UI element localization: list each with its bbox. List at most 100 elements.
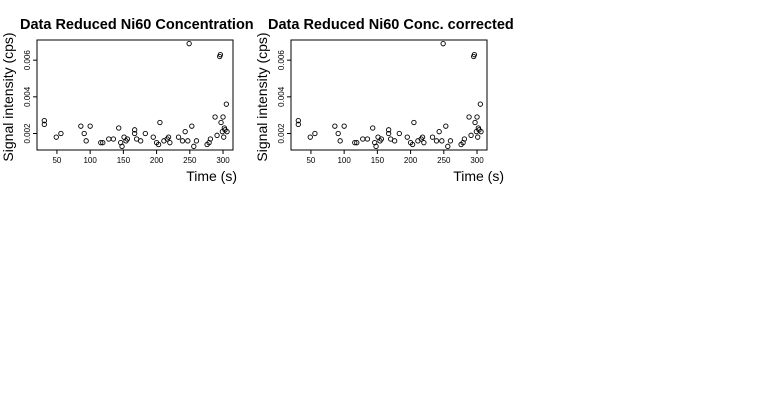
- y-tick-label: 0.004: [23, 86, 32, 107]
- data-point: [137, 138, 144, 144]
- data-point: [193, 138, 200, 144]
- y-axis-label: Signal intensity (cps): [0, 32, 16, 161]
- data-point: [142, 130, 148, 137]
- data-point: [421, 140, 427, 146]
- data-point: [185, 138, 191, 144]
- data-point: [373, 143, 379, 149]
- data-point: [165, 134, 172, 140]
- data-point: [433, 138, 440, 144]
- data-point: [167, 140, 173, 146]
- data-point: [189, 123, 195, 129]
- data-point: [295, 121, 301, 127]
- x-tick-label: 150: [117, 156, 131, 165]
- data-point: [53, 134, 59, 140]
- data-point: [295, 118, 301, 124]
- plot-frame: [290, 39, 488, 151]
- data-point: [132, 127, 138, 133]
- data-point: [78, 123, 84, 129]
- data-point: [124, 136, 131, 142]
- data-point: [386, 127, 392, 133]
- data-point: [224, 129, 230, 135]
- data-point: [475, 134, 481, 140]
- data-point: [409, 141, 416, 148]
- axis-ticks: 50 100 150 200 250 300 0.002 0.004 0.006: [277, 50, 484, 165]
- data-points: [295, 41, 484, 149]
- data-point: [445, 143, 451, 149]
- data-point: [312, 130, 318, 137]
- scatter-plot-corrected: Data Reduced Ni60 Conc. corrected Time (…: [254, 17, 514, 184]
- data-point: [360, 136, 366, 142]
- data-point: [100, 140, 106, 146]
- data-point: [354, 140, 360, 146]
- scatter-plot-concentration: Data Reduced Ni60 Concentration Time (s)…: [0, 17, 254, 184]
- data-point: [186, 41, 192, 47]
- data-point: [132, 130, 138, 137]
- data-point: [155, 141, 162, 148]
- x-tick-label: 250: [437, 156, 451, 165]
- data-point: [220, 114, 226, 120]
- data-point: [439, 138, 445, 144]
- data-point: [341, 123, 347, 129]
- data-point: [58, 130, 64, 137]
- y-tick-label: 0.006: [23, 50, 32, 71]
- data-point: [41, 118, 47, 124]
- x-tick-label: 100: [337, 156, 351, 165]
- data-point: [83, 138, 89, 144]
- data-point: [396, 130, 402, 137]
- data-point: [207, 136, 214, 142]
- plot-frame: [36, 39, 234, 151]
- chart-panel-corrected: Data Reduced Ni60 Conc. corrected Time (…: [254, 0, 514, 190]
- data-point: [191, 143, 197, 149]
- chart-title: Data Reduced Ni60 Concentration: [20, 17, 254, 33]
- data-point: [478, 129, 484, 135]
- data-point: [98, 140, 104, 146]
- data-point: [81, 130, 87, 137]
- data-point: [378, 136, 385, 142]
- x-tick-label: 50: [306, 156, 315, 165]
- data-point: [443, 123, 449, 129]
- data-point: [307, 134, 313, 140]
- data-point: [175, 134, 182, 140]
- data-point: [212, 114, 218, 120]
- x-tick-label: 300: [470, 156, 484, 165]
- x-tick-label: 300: [216, 156, 230, 165]
- data-point: [337, 138, 343, 144]
- data-point: [471, 52, 478, 58]
- data-point: [474, 114, 480, 120]
- data-point: [419, 134, 426, 140]
- x-tick-label: 100: [83, 156, 97, 165]
- x-tick-label: 50: [52, 156, 61, 165]
- data-point: [370, 125, 376, 131]
- data-point: [391, 138, 398, 144]
- data-point: [87, 123, 93, 129]
- data-point: [352, 140, 358, 146]
- data-point: [386, 130, 392, 137]
- data-point: [472, 119, 478, 126]
- data-point: [182, 129, 188, 135]
- data-point: [179, 138, 186, 144]
- y-tick-label: 0.002: [277, 123, 286, 144]
- data-point: [221, 134, 227, 140]
- data-point: [157, 119, 163, 126]
- data-point: [404, 134, 410, 140]
- data-point: [429, 134, 436, 140]
- data-point: [41, 121, 47, 127]
- data-point: [217, 52, 224, 58]
- data-point: [116, 125, 122, 131]
- axis-ticks: 50 100 150 200 250 300 0.002 0.004 0.006: [23, 50, 230, 165]
- x-tick-label: 150: [371, 156, 385, 165]
- chart-title: Data Reduced Ni60 Conc. corrected: [268, 17, 514, 33]
- data-point: [411, 119, 417, 126]
- x-axis-label: Time (s): [453, 168, 504, 184]
- data-point: [335, 130, 341, 137]
- data-point: [364, 136, 371, 142]
- data-point: [119, 143, 125, 149]
- data-point: [461, 136, 468, 142]
- data-point: [110, 136, 117, 142]
- x-axis-label: Time (s): [186, 168, 237, 184]
- data-point: [436, 129, 442, 135]
- y-tick-label: 0.002: [23, 123, 32, 144]
- data-point: [477, 101, 484, 107]
- y-tick-label: 0.004: [277, 86, 286, 107]
- x-tick-label: 200: [150, 156, 164, 165]
